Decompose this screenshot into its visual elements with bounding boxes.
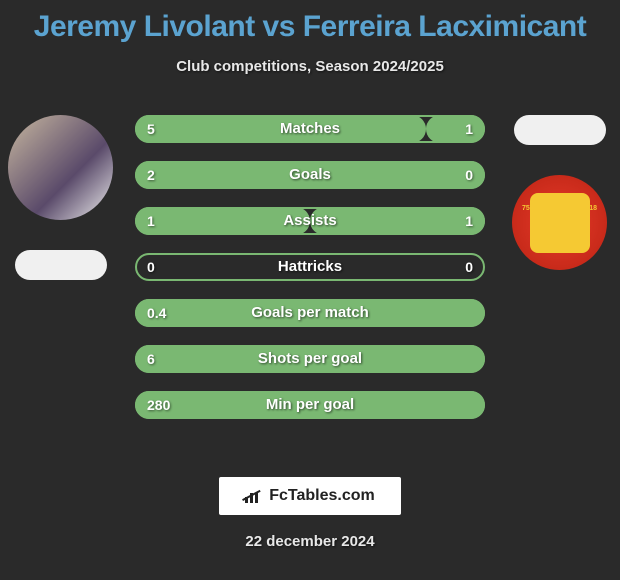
stat-name: Min per goal [135, 391, 485, 419]
stat-name: Hattricks [135, 253, 485, 281]
brand-badge: FcTables.com [219, 477, 401, 515]
subtitle: Club competitions, Season 2024/2025 [0, 58, 620, 75]
stat-row: 11Assists [135, 207, 485, 235]
brand-text: FcTables.com [269, 487, 375, 505]
page-title: Jeremy Livolant vs Ferreira Lacximicant [0, 0, 620, 44]
stat-name: Shots per goal [135, 345, 485, 373]
stat-name: Matches [135, 115, 485, 143]
player-left-avatar [8, 115, 113, 220]
stat-row: 51Matches [135, 115, 485, 143]
comparison-area: 18 75 51Matches 20Goals 11Assists 00Hattric… [0, 105, 620, 435]
stat-row: 0.4Goals per match [135, 299, 485, 327]
stat-name: Goals [135, 161, 485, 189]
stat-row: 6Shots per goal [135, 345, 485, 373]
player-right-flag [514, 115, 606, 145]
date-text: 22 december 2024 [245, 533, 374, 550]
stats-column: 51Matches 20Goals 11Assists 00Hattricks 0.4G… [135, 115, 485, 419]
footer: FcTables.com 22 december 2024 [0, 477, 620, 550]
stat-name: Goals per match [135, 299, 485, 327]
brand-icon [245, 489, 263, 503]
player-left-flag [15, 250, 107, 280]
stat-row: 280Min per goal [135, 391, 485, 419]
player-left-column [8, 115, 113, 280]
stat-row: 20Goals [135, 161, 485, 189]
player-right-club-badge: 18 75 [512, 175, 607, 270]
player-right-column: 18 75 [507, 115, 612, 270]
stat-row: 00Hattricks [135, 253, 485, 281]
stat-name: Assists [135, 207, 485, 235]
